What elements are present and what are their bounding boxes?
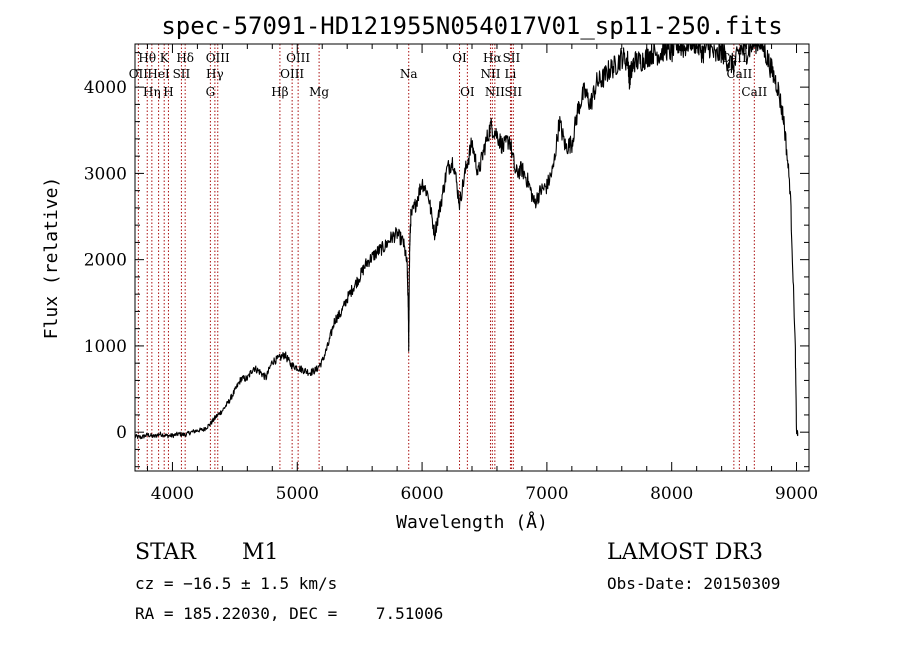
chart-title: spec-57091-HD121955N054017V01_sp11-250.f… bbox=[161, 12, 782, 40]
line-label-oiii: OIII bbox=[286, 51, 310, 65]
line-label-hβ: Hβ bbox=[271, 85, 288, 99]
plot-frame bbox=[134, 43, 810, 472]
spectrum-line bbox=[134, 43, 799, 440]
line-label-sii: SII bbox=[173, 67, 191, 81]
line-label-mg: Mg bbox=[309, 85, 329, 99]
y-tick-label: 3000 bbox=[84, 164, 127, 184]
line-label-h: H bbox=[163, 85, 173, 99]
x-tick-label: 6000 bbox=[400, 484, 443, 504]
x-tick-label: 5000 bbox=[276, 484, 319, 504]
line-label-hη: Hη bbox=[143, 85, 161, 99]
y-axis-ticks: 0 1000 2000 3000 4000 bbox=[84, 52, 809, 468]
line-label-caii: CaII bbox=[726, 67, 752, 81]
line-label-hγ: Hγ bbox=[206, 67, 224, 81]
line-label-na: Na bbox=[400, 67, 418, 81]
line-label-oiii: OIII bbox=[206, 51, 230, 65]
line-label-hδ: Hδ bbox=[176, 51, 194, 65]
line-label-nii: NII bbox=[480, 67, 500, 81]
y-tick-label: 2000 bbox=[84, 251, 127, 271]
line-label-nii: NII bbox=[485, 85, 505, 99]
line-label-oiii: OIII bbox=[280, 67, 304, 81]
line-label-oi: OI bbox=[452, 51, 467, 65]
y-tick-label: 4000 bbox=[84, 78, 127, 98]
x-axis-ticks: 4000 5000 6000 7000 8000 9000 bbox=[146, 44, 818, 504]
y-tick-label: 0 bbox=[116, 423, 127, 443]
x-tick-label: 4000 bbox=[151, 484, 194, 504]
y-tick-label: 1000 bbox=[84, 337, 127, 357]
redshift-text: cz = −16.5 ± 1.5 km/s bbox=[135, 574, 338, 593]
line-label-li: Li bbox=[505, 67, 517, 81]
y-axis-label: Flux (relative) bbox=[41, 177, 62, 340]
obs-date-text: Obs-Date: 20150309 bbox=[607, 574, 781, 593]
object-subclass: M1 bbox=[242, 540, 279, 565]
line-label-hθ: Hθ bbox=[138, 51, 156, 65]
line-label-k: K bbox=[160, 51, 170, 65]
line-label-oi: OI bbox=[460, 85, 475, 99]
emission-line-markers bbox=[137, 44, 755, 471]
line-label-g: G bbox=[206, 85, 216, 99]
object-class: STAR bbox=[135, 540, 196, 565]
x-tick-label: 9000 bbox=[775, 484, 818, 504]
survey-name: LAMOST DR3 bbox=[607, 540, 763, 565]
line-label-hei: HeI bbox=[147, 67, 170, 81]
line-label-sii: SII bbox=[504, 85, 522, 99]
spectrum-chart: spec-57091-HD121955N054017V01_sp11-250.f… bbox=[41, 12, 818, 533]
x-tick-label: 7000 bbox=[525, 484, 568, 504]
line-label-oii: OII bbox=[129, 67, 149, 81]
x-tick-label: 8000 bbox=[650, 484, 693, 504]
line-label-sii: SII bbox=[503, 51, 521, 65]
radec-text: RA = 185.22030, DEC = 7.51006 bbox=[135, 604, 444, 623]
line-label-hα: Hα bbox=[483, 51, 502, 65]
x-axis-label: Wavelength (Å) bbox=[396, 511, 548, 533]
line-label-caii: CaII bbox=[741, 85, 767, 99]
